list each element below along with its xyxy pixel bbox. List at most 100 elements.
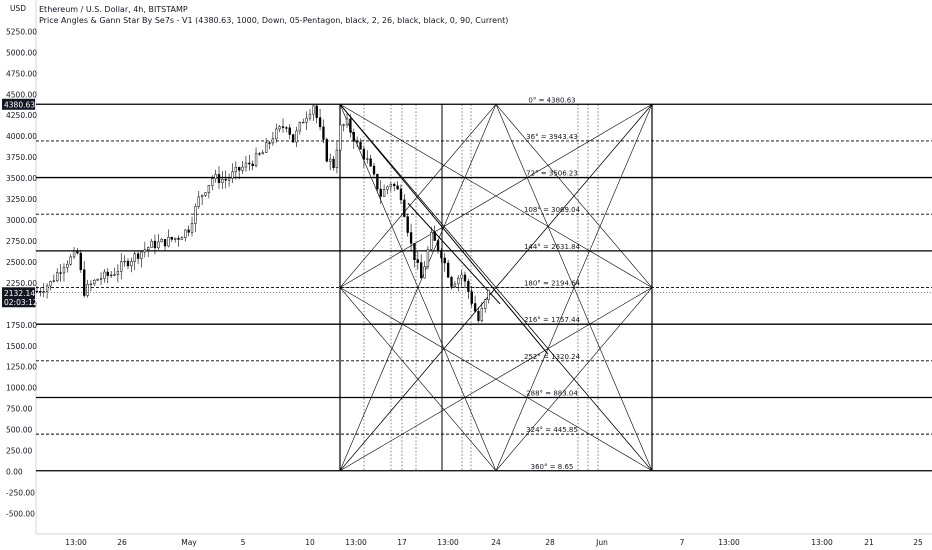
x-tick-label: 21 <box>864 538 874 547</box>
x-tick-label: Jun <box>595 538 608 547</box>
candle-body <box>234 167 238 173</box>
candle-body <box>62 267 66 274</box>
candle-body <box>376 173 379 190</box>
gann-level-label: 216° = 1757.44 <box>524 316 581 324</box>
candle-body <box>109 274 113 277</box>
candle-body <box>167 236 170 247</box>
candle-body <box>399 188 403 201</box>
candle-body <box>430 232 433 250</box>
y-tick-label: -500.00 <box>6 509 35 518</box>
candle-body <box>79 252 82 270</box>
top-price-tag: 4380.63 <box>4 100 35 109</box>
x-tick-label: 24 <box>491 538 501 547</box>
star-line <box>339 287 653 472</box>
y-tick-label: 5000.00 <box>6 48 37 57</box>
y-tick-label: 1250.00 <box>6 363 37 372</box>
price-axis[interactable]: USD -500.00 -250.00 0.00 250.00 500.00 750.00 1… <box>6 0 37 534</box>
indicator-title[interactable]: Price Angles & Gann Star By Se7s - V1 (4… <box>39 16 509 25</box>
candle-body <box>345 118 349 126</box>
top-price-tag-bg <box>2 98 35 110</box>
candle-body <box>49 281 52 287</box>
candle-body <box>426 249 430 267</box>
candle-body <box>238 167 241 171</box>
candle-body <box>355 141 359 143</box>
y-tick-label: 4250.00 <box>6 111 37 120</box>
candle-body <box>86 284 89 296</box>
candle-body <box>133 253 136 262</box>
candle-body <box>96 278 99 281</box>
candle-body <box>180 237 184 240</box>
x-tick-label: May <box>181 538 197 547</box>
candle-body <box>89 283 93 285</box>
candle-body <box>120 261 123 272</box>
time-axis[interactable]: 13:00 26 May 5 10 13:00 17 13:00 24 28 Jun 7 13:00 13… <box>36 533 932 547</box>
candle-body <box>271 138 275 144</box>
candle-body <box>268 142 271 144</box>
candle-body <box>382 189 386 197</box>
candle-body <box>403 199 406 217</box>
candle-body <box>436 240 440 251</box>
candle-body <box>123 260 126 263</box>
candle-body <box>467 280 470 292</box>
gann-level-label: 0° = 4380.63 <box>528 96 575 104</box>
candle-body <box>177 237 180 240</box>
candle-body <box>241 166 244 171</box>
candle-body <box>325 139 328 162</box>
candle-body <box>224 179 227 181</box>
candle-body <box>254 153 258 167</box>
candle-body <box>298 122 302 132</box>
candle-body <box>136 253 140 259</box>
y-tick-label: 2500.00 <box>6 258 37 267</box>
candle-body <box>278 126 281 130</box>
symbol-title[interactable]: Ethereum / U.S. Dollar, 4h, BITSTAMP <box>39 5 188 14</box>
candle-body <box>130 261 133 267</box>
y-tick-label: 5250.00 <box>6 27 37 36</box>
candle-body <box>35 291 39 293</box>
current-price-tag-bg <box>2 287 35 299</box>
candle-body <box>315 105 318 118</box>
candle-body <box>446 262 450 278</box>
candlestick-series <box>35 103 490 323</box>
x-tick-label: 5 <box>241 538 246 547</box>
candle-body <box>153 240 157 249</box>
y-tick-label: 3500.00 <box>6 174 37 183</box>
candle-body <box>443 257 446 264</box>
candle-body <box>173 237 177 240</box>
candle-body <box>423 266 426 279</box>
candle-body <box>366 158 369 160</box>
gann-level-label: 36° = 3943.43 <box>526 133 578 141</box>
candle-body <box>190 223 194 233</box>
x-tick-label: 13:00 <box>65 538 87 547</box>
candle-body <box>312 105 315 115</box>
candle-body <box>258 153 261 155</box>
y-tick-label: 4500.00 <box>6 90 37 99</box>
candle-body <box>369 158 372 167</box>
candle-body <box>440 250 443 259</box>
y-tick-label: 1000.00 <box>6 384 37 393</box>
candle-body <box>332 158 335 169</box>
candle-body <box>288 127 291 135</box>
candle-body <box>116 271 120 275</box>
candle-body <box>170 236 173 240</box>
candle-body <box>352 131 355 142</box>
candle-body <box>349 118 352 133</box>
candle-body <box>433 232 436 241</box>
candle-body <box>157 241 160 249</box>
candle-body <box>318 117 322 128</box>
candle-body <box>477 310 480 321</box>
candle-body <box>473 303 477 312</box>
candle-body <box>416 259 419 263</box>
candle-body <box>52 280 56 282</box>
candle-body <box>362 148 366 160</box>
candle-body <box>140 251 143 259</box>
candle-body <box>217 174 221 184</box>
candle-body <box>480 308 484 321</box>
candle-body <box>453 283 457 287</box>
candle-body <box>359 141 362 150</box>
gann-levels: 0° = 4380.63 36° = 3943.43 72° = 3506.23 10… <box>36 96 932 472</box>
candle-body <box>231 171 234 179</box>
candle-body <box>72 250 76 258</box>
countdown-tag-bg <box>2 296 35 308</box>
